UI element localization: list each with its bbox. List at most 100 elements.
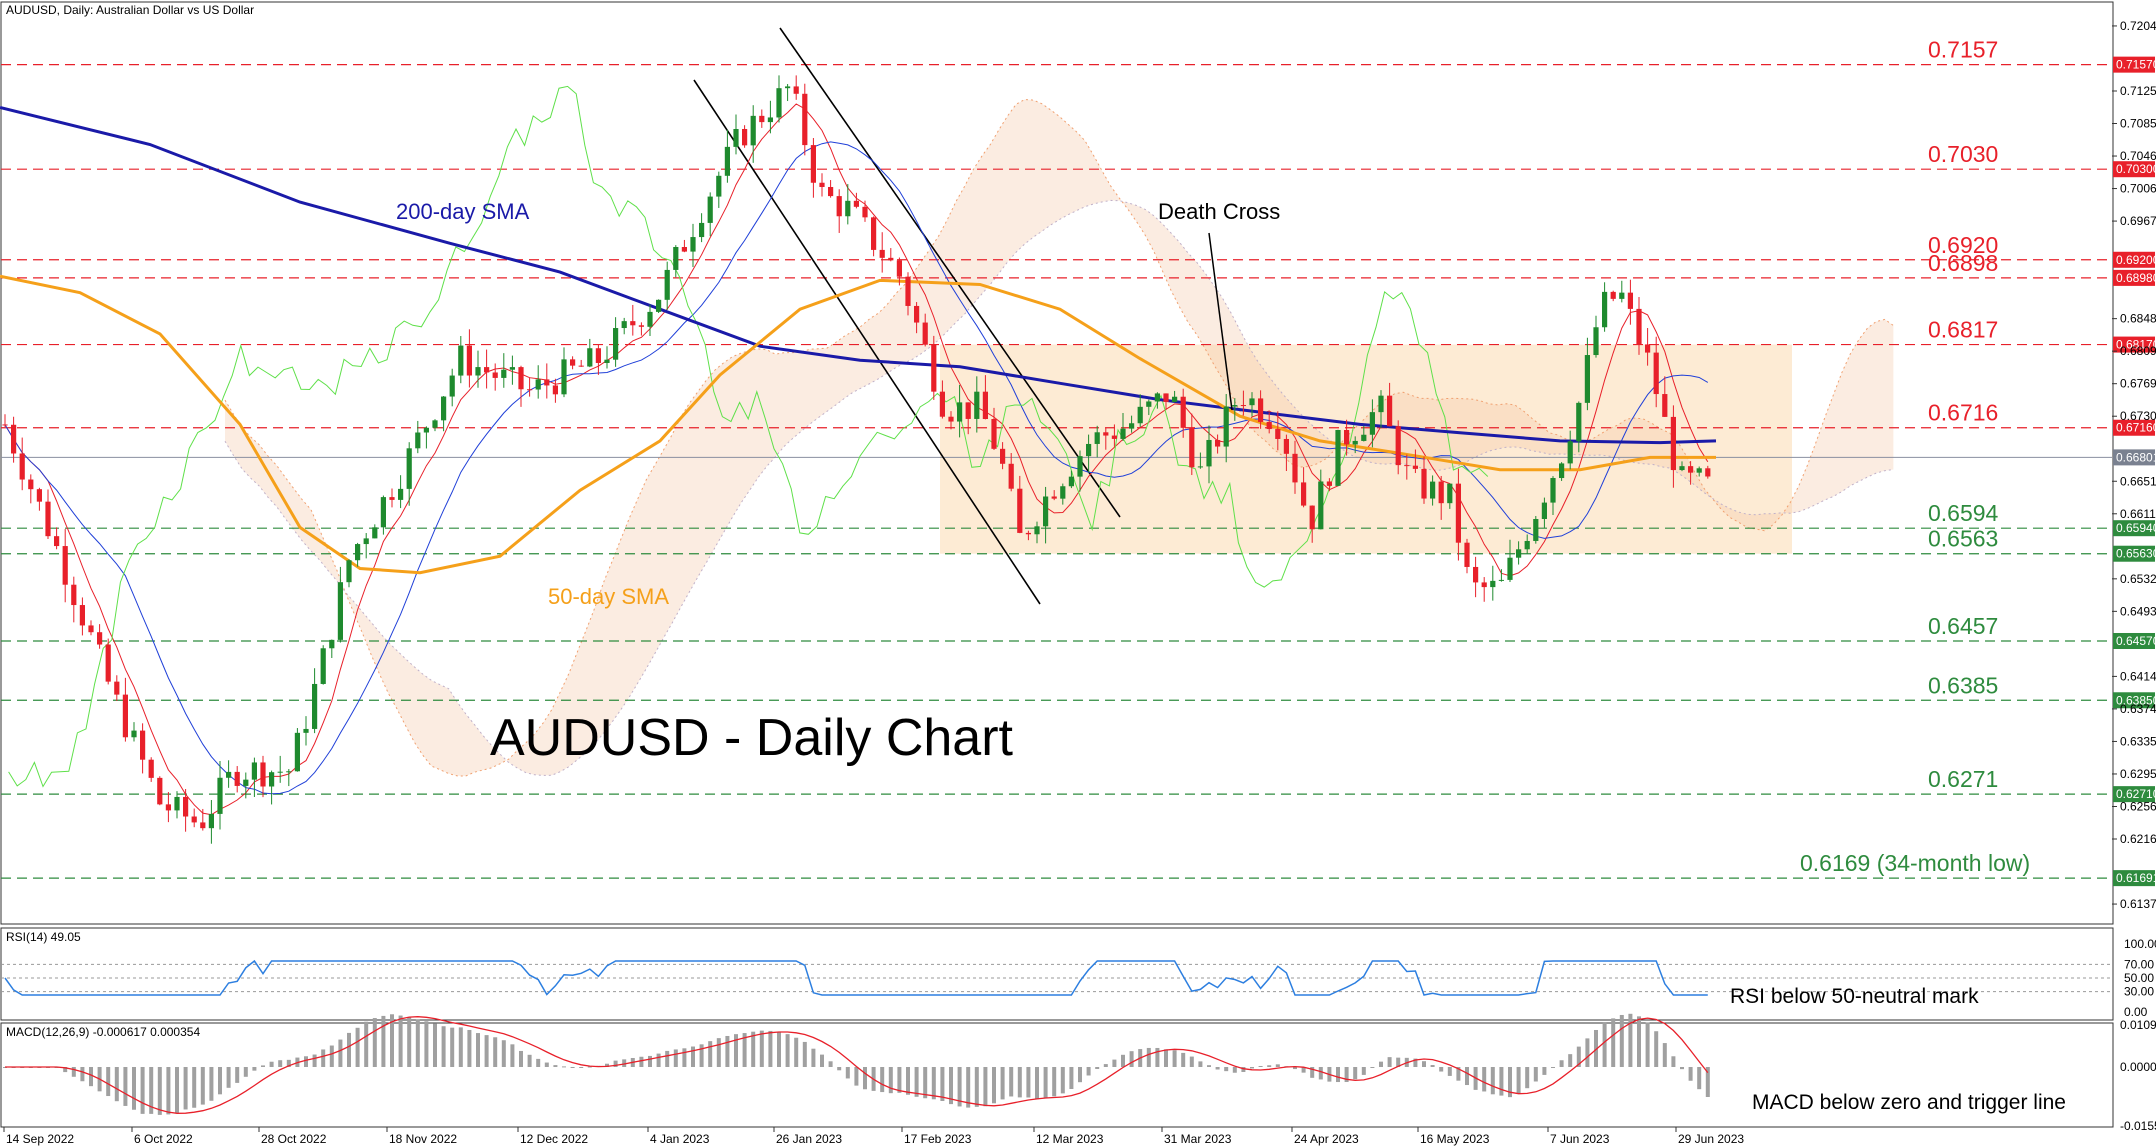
macd-bar-80 <box>691 1046 695 1067</box>
candle-body-13 <box>114 681 120 695</box>
candle-body-171 <box>1473 566 1479 583</box>
candle-body-122 <box>1051 496 1057 499</box>
level-tag-6: 0.65940 <box>2116 521 2156 535</box>
level-tag-bg-0 <box>2113 56 2155 73</box>
macd-bar-196 <box>1688 1067 1693 1081</box>
candle-body-16 <box>140 730 146 760</box>
candle-body-101 <box>871 217 877 250</box>
price-tick-label-8: 0.67695 <box>2120 377 2156 391</box>
level-tag-8: 0.64570 <box>2116 634 2156 648</box>
price-tick-label-15: 0.63745 <box>2120 702 2156 716</box>
macd-bar-105 <box>906 1067 910 1095</box>
macd-bar-33 <box>286 1059 291 1067</box>
candle-body-52 <box>449 375 455 397</box>
macd-bar-109 <box>940 1067 945 1102</box>
candle-body-138 <box>1189 427 1195 468</box>
macd-bar-168 <box>1447 1067 1452 1076</box>
macd-bar-156 <box>1344 1067 1349 1083</box>
candle-body-28 <box>243 779 249 786</box>
macd-bar-29 <box>252 1067 257 1071</box>
candle-body-177 <box>1524 540 1530 550</box>
candle-body-173 <box>1490 580 1496 588</box>
ichimoku-cloud <box>224 98 1894 777</box>
macd-bar-19 <box>166 1067 171 1115</box>
price-tick-label-4: 0.70065 <box>2120 182 2156 196</box>
candle-body-168 <box>1447 483 1453 504</box>
candle-body-67 <box>578 365 584 367</box>
candle-body-7 <box>62 546 68 585</box>
candle-body-43 <box>372 527 378 539</box>
candle-body-124 <box>1068 476 1074 487</box>
candle-body-42 <box>363 538 369 545</box>
macd-bar-77 <box>665 1050 670 1067</box>
macd-bar-60 <box>519 1050 523 1067</box>
date-label-0: 14 Sep 2022 <box>6 1132 74 1146</box>
price-tick-label-20: 0.61375 <box>2120 897 2156 911</box>
candle-body-152 <box>1309 505 1315 530</box>
level-label-11: 0.6169 (34-month low) <box>1800 850 2030 876</box>
candle-body-17 <box>148 759 154 778</box>
macd-bar-176 <box>1516 1067 1521 1094</box>
macd-bar-21 <box>183 1067 188 1110</box>
candle-body-144 <box>1240 405 1246 407</box>
level-label-6: 0.6594 <box>1928 500 1999 526</box>
candle-body-83 <box>716 175 722 197</box>
macd-series: 0.010988 0.000000 -0.015532 <box>3 1013 2156 1133</box>
candle-body-197 <box>1696 468 1702 473</box>
channel-line-lower <box>693 79 1041 605</box>
macd-bar-10 <box>89 1067 93 1087</box>
candle-body-139 <box>1197 466 1203 468</box>
macd-bar-190 <box>1637 1016 1641 1067</box>
candle-body-118 <box>1017 488 1023 533</box>
candle-body-192 <box>1653 352 1659 395</box>
candle-body-30 <box>260 762 266 787</box>
candle-body-196 <box>1688 466 1694 473</box>
level-tag-3: 0.68980 <box>2116 271 2156 285</box>
candle-body-140 <box>1206 439 1212 467</box>
level-tag-2: 0.69200 <box>2116 253 2156 267</box>
date-label-7: 17 Feb 2023 <box>904 1132 972 1146</box>
candle-body-102 <box>879 249 885 258</box>
macd-bar-54 <box>467 1029 472 1067</box>
macd-bar-16 <box>140 1067 145 1114</box>
macd-tick-0: 0.010988 <box>2120 1018 2156 1032</box>
candle-body-64 <box>552 385 558 395</box>
macd-bar-92 <box>794 1037 799 1067</box>
candle-body-49 <box>423 427 429 433</box>
macd-bar-161 <box>1387 1057 1392 1067</box>
candle-body-2 <box>19 453 25 480</box>
macd-bar-185 <box>1594 1029 1598 1067</box>
macd-bar-94 <box>811 1048 816 1067</box>
candle-body-109 <box>939 391 945 417</box>
macd-bar-145 <box>1250 1067 1254 1069</box>
candle-body-5 <box>45 501 51 537</box>
macd-bar-64 <box>553 1065 558 1067</box>
level-label-9: 0.6385 <box>1928 672 1998 698</box>
candle-body-169 <box>1455 483 1461 543</box>
candle-body-96 <box>828 186 834 197</box>
macd-bar-39 <box>338 1039 343 1067</box>
macd-bar-48 <box>415 1019 420 1067</box>
date-label-4: 12 Dec 2022 <box>520 1132 588 1146</box>
macd-bar-27 <box>235 1067 240 1083</box>
candle-body-55 <box>475 367 481 376</box>
candle-body-188 <box>1619 292 1625 299</box>
candle-body-110 <box>948 416 954 422</box>
candle-body-176 <box>1516 549 1522 558</box>
macd-bar-56 <box>484 1035 489 1067</box>
date-label-10: 24 Apr 2023 <box>1294 1132 1359 1146</box>
level-tag-bg-6 <box>2113 520 2155 537</box>
candle-body-160 <box>1378 395 1384 413</box>
date-label-1: 6 Oct 2022 <box>134 1132 193 1146</box>
senkou-a <box>224 98 1894 777</box>
macd-bar-178 <box>1533 1067 1538 1082</box>
macd-bar-117 <box>1009 1067 1014 1097</box>
candle-body-88 <box>759 115 765 123</box>
macd-bar-195 <box>1680 1067 1684 1070</box>
macd-bar-90 <box>777 1031 781 1067</box>
